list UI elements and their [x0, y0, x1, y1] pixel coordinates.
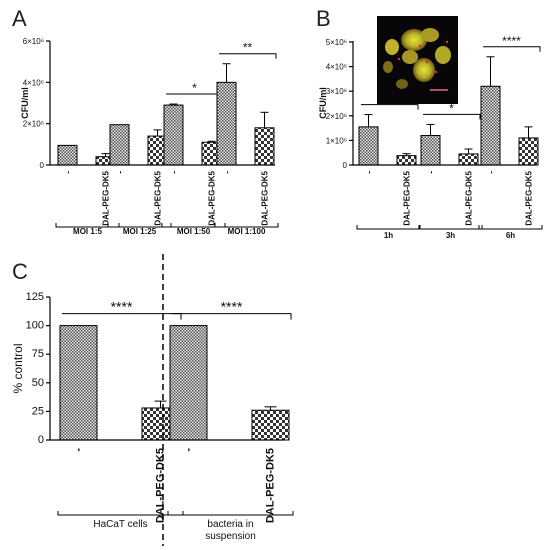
y-tick-label: 4×10⁶: [326, 63, 347, 72]
bar-dal-peg-dk5: [458, 153, 479, 166]
panel-letter: C: [12, 259, 28, 284]
y-tick-label: 125: [26, 291, 44, 303]
significance-bracket: [172, 313, 292, 320]
group-label: MOI 1:100: [228, 227, 266, 236]
category-label: DAL-PEG-DK5: [102, 170, 111, 225]
group-bracket: [107, 223, 172, 228]
category-label: -: [64, 171, 73, 174]
y-tick-label: 0: [343, 161, 348, 170]
category-label: -: [170, 171, 179, 174]
group-bracket: [214, 223, 279, 228]
panel-c: C 0 25 50 75 100 125 % control - DAL-PEG-DK5 **** H…: [11, 254, 294, 546]
y-tick-label: 75: [32, 348, 44, 360]
group-label: 3h: [446, 231, 455, 240]
group-label: bacteria in: [207, 519, 253, 530]
bar-control: [358, 126, 379, 166]
category-label: -: [183, 448, 195, 452]
significance-label: *: [192, 81, 197, 95]
y-axis-title: CFU/ml: [20, 87, 30, 119]
y-tick-label: 2×10⁶: [326, 112, 347, 121]
bar-control: [216, 81, 237, 166]
significance-label: *: [449, 101, 454, 115]
significance-label: ****: [221, 299, 243, 315]
bar-control: [59, 325, 98, 441]
y-tick-label: 25: [32, 405, 44, 417]
bar-control: [480, 85, 501, 166]
bar-control: [420, 134, 441, 166]
group-label: HaCaT cells: [93, 519, 147, 530]
y-axis-title: CFU/ml: [318, 87, 328, 119]
group-bracket: [57, 511, 184, 516]
significance-label: ****: [111, 299, 133, 315]
category-label: DAL-PEG-DK5: [155, 448, 167, 523]
group-bracket: [356, 225, 421, 230]
bar-control: [109, 124, 130, 166]
category-label: DAL-PEG-DK5: [403, 170, 412, 225]
y-tick-label: 4×10⁶: [23, 78, 44, 87]
y-tick-label: 5×10⁶: [326, 38, 347, 47]
bar-control: [57, 144, 78, 166]
y-tick-label: 0: [40, 161, 45, 170]
microscopy-inset-image: [377, 16, 458, 104]
significance-label: **: [243, 41, 253, 55]
y-tick-label: 0: [38, 434, 44, 446]
category-label: -: [223, 171, 232, 174]
bar-dal-peg-dk5: [254, 127, 275, 166]
bar-dal-peg-dk5: [251, 409, 290, 441]
group-label: MOI 1:5: [73, 227, 102, 236]
bar-dal-peg-dk5: [518, 137, 539, 166]
panel-b: B 0 1×10⁶ 2×10⁶ 3×10⁶ 4×10⁶ 5×10⁶ CFU/ml - DAL-PE…: [316, 6, 543, 240]
y-tick-label: 1×10⁶: [326, 136, 347, 145]
group-label: 6h: [506, 231, 515, 240]
significance-bracket: [483, 46, 541, 52]
group-bracket: [55, 223, 120, 228]
panel-letter: A: [12, 6, 27, 31]
category-label: DAL-PEG-DK5: [525, 170, 534, 225]
category-label: -: [427, 171, 436, 174]
significance-bracket: [219, 53, 277, 59]
category-label: DAL-PEG-DK5: [265, 448, 277, 523]
category-label: DAL-PEG-DK5: [208, 170, 217, 225]
category-label: -: [365, 171, 374, 174]
category-label: DAL-PEG-DK5: [465, 170, 474, 225]
group-label: 1h: [384, 231, 393, 240]
y-axis-title: % control: [11, 343, 25, 393]
panel-letter: B: [316, 6, 331, 31]
y-tick-label: 100: [26, 320, 44, 332]
group-label: MOI 1:25: [123, 227, 157, 236]
category-label: DAL-PEG-DK5: [261, 170, 270, 225]
significance-bracket: [423, 113, 481, 120]
group-bracket: [161, 223, 226, 228]
bar-dal-peg-dk5: [396, 155, 417, 166]
category-label: DAL-PEG-DK5: [154, 170, 163, 225]
group-bracket: [418, 225, 483, 230]
y-tick-label: 3×10⁶: [326, 87, 347, 96]
group-bracket: [478, 225, 543, 230]
category-label: -: [116, 171, 125, 174]
y-tick-label: 6×10⁶: [23, 37, 44, 46]
significance-label: ****: [502, 34, 521, 48]
group-bracket: [167, 511, 294, 516]
significance-bracket: [361, 104, 419, 110]
bar-control: [169, 325, 208, 441]
y-tick-label: 2×10⁶: [23, 120, 44, 129]
bar-control: [163, 104, 184, 166]
group-label: suspension: [205, 531, 256, 542]
category-label: -: [487, 171, 496, 174]
y-tick-label: 50: [32, 377, 44, 389]
category-label: -: [73, 448, 85, 452]
group-label: MOI 1:50: [177, 227, 211, 236]
